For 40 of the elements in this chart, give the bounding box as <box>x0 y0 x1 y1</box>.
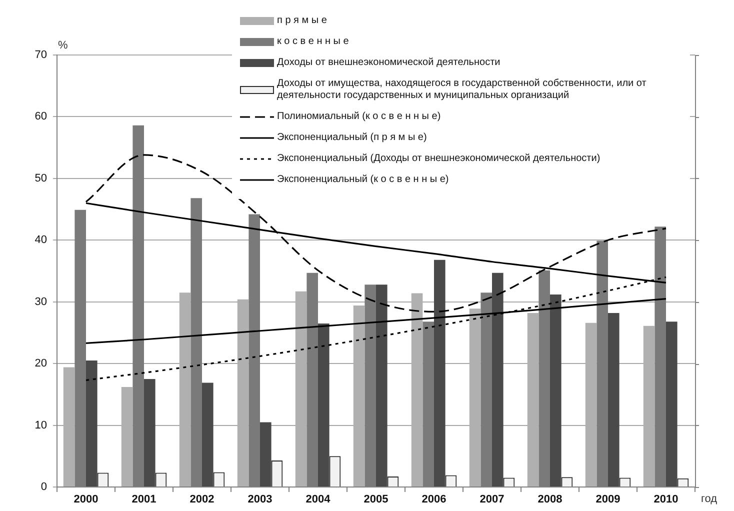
y-tick-label: 70 <box>34 49 47 62</box>
legend-label: к о с в е н н ы е <box>277 36 350 48</box>
legend-label: Экспоненциальный (п р я м ы е) <box>277 132 428 144</box>
bar <box>144 379 156 486</box>
x-tick-label: 2010 <box>654 494 678 506</box>
legend-label: Доходы от имущества, находящегося в государственной собственности, или от деятельности государственных и муниципальных организаций <box>277 78 648 102</box>
x-tick-label: 2002 <box>190 494 214 506</box>
y-tick-label: 50 <box>34 172 47 184</box>
legend-label: Полиномиальный (к о с в е н н ы е) <box>277 111 442 123</box>
legend-label: Экспоненциальный (к о с в е н н ы е) <box>277 174 450 186</box>
bar <box>666 322 678 486</box>
bar <box>550 294 562 486</box>
y-axis-title: % <box>58 40 68 52</box>
x-tick-label: 2008 <box>538 494 562 506</box>
x-tick-label: 2004 <box>306 494 332 506</box>
x-tick-label: 2007 <box>480 494 504 506</box>
x-tick-label: 2000 <box>74 494 98 506</box>
y-tick-label: 40 <box>34 234 47 246</box>
y-tick-label: 0 <box>40 481 47 494</box>
x-tick-label: 2006 <box>422 494 446 506</box>
bar <box>492 272 504 486</box>
bar <box>260 422 272 486</box>
legend-label: Доходы от внешнеэкономической деятельности <box>277 57 502 69</box>
y-tick-label: 10 <box>34 419 47 432</box>
bar <box>434 260 446 486</box>
x-tick-label: 2009 <box>596 494 620 506</box>
bar <box>318 323 330 486</box>
legend-label: п р я м ы е <box>277 15 328 27</box>
bar <box>608 312 620 486</box>
bar <box>202 382 214 486</box>
x-tick-label: 2001 <box>132 494 156 506</box>
y-tick-label: 30 <box>34 296 47 308</box>
x-axis-title: год <box>701 493 718 506</box>
y-tick-label: 20 <box>34 358 47 370</box>
bar <box>376 284 388 486</box>
x-tick-label: 2003 <box>248 494 272 506</box>
x-tick-label: 2005 <box>364 494 388 506</box>
bar <box>86 360 98 486</box>
legend-label: Экспоненциальный (Доходы от внешнеэкономической деятельности) <box>277 153 602 165</box>
y-tick-label: 60 <box>34 110 47 123</box>
